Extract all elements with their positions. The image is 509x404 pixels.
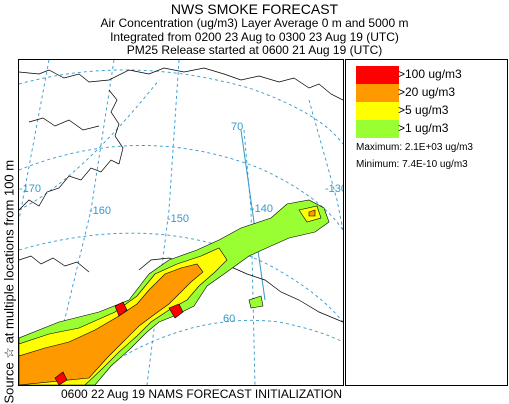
forecast-initialization: 0600 22 Aug 19 NAMS FORECAST INITIALIZAT… — [61, 387, 342, 401]
legend-swatch-5 — [356, 102, 399, 120]
map-title: NWS SMOKE FORECAST — [170, 1, 339, 17]
lon-label-150: -150 — [167, 213, 189, 225]
map-panel: -170 -160 -150 -140 -130 70 60 — [18, 59, 344, 386]
legend-swatch-20 — [356, 84, 399, 102]
lon-label-160: -160 — [89, 205, 111, 217]
legend-label-20: >20 ug/m3 — [398, 85, 456, 99]
subtitle-concentration: Air Concentration (ug/m3) Layer Average … — [100, 16, 409, 30]
legend-swatch-1 — [356, 120, 399, 138]
legend-label-100: >100 ug/m3 — [398, 67, 462, 81]
lon-label-140: -140 — [251, 203, 273, 215]
maximum-value: Maximum: 2.1E+03 ug/m3 — [356, 142, 473, 153]
latitude-lines — [19, 69, 343, 385]
lat-label-70: 70 — [231, 121, 243, 133]
lon-label-170: -170 — [19, 183, 41, 195]
source-location-label: Source ☆ at multiple locations from 100 … — [1, 159, 17, 404]
lon-label-130: -130 — [325, 183, 343, 195]
smoke-plume — [19, 199, 330, 385]
legend-label-5: >5 ug/m3 — [398, 103, 449, 117]
legend-swatch-100 — [356, 66, 399, 84]
subtitle-integration: Integrated from 0200 23 Aug to 0300 23 A… — [110, 30, 399, 44]
lat-label-60: 60 — [223, 313, 235, 325]
coastline — [19, 67, 343, 323]
subtitle-release: PM25 Release started at 0600 21 Aug 19 (… — [126, 43, 383, 57]
legend-label-1: >1 ug/m3 — [398, 121, 449, 135]
legend-panel: >100 ug/m3 >20 ug/m3 >5 ug/m3 >1 ug/m3 M… — [345, 59, 508, 386]
smoke-map: -170 -160 -150 -140 -130 70 60 — [19, 60, 343, 385]
border-line — [240, 129, 266, 301]
minimum-value: Minimum: 7.4E-10 ug/m3 — [356, 159, 468, 170]
